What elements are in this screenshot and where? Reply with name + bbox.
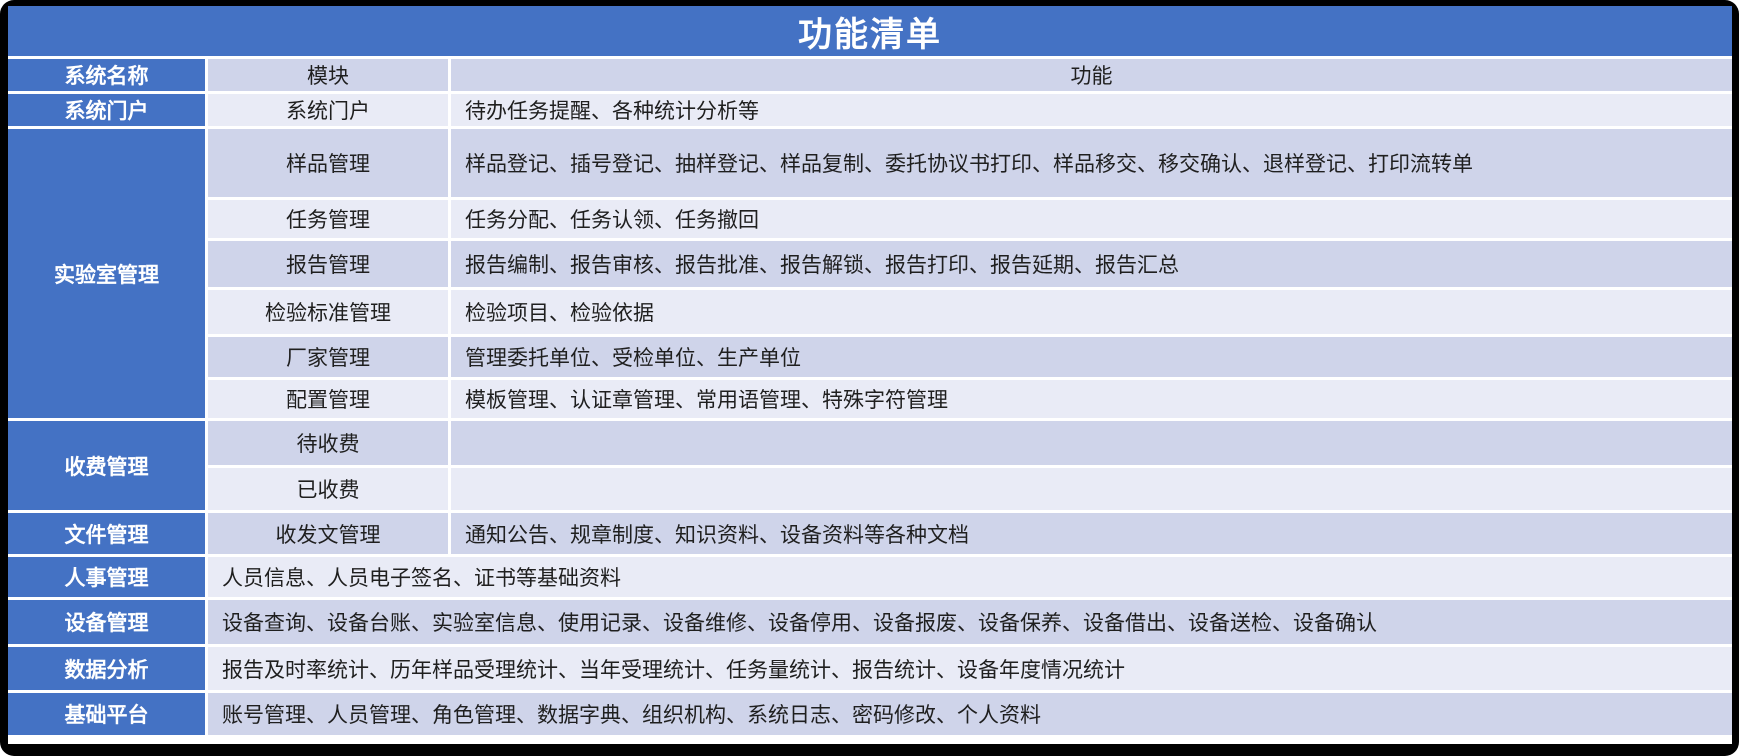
module-cell: 任务管理 <box>208 200 448 238</box>
function-cell: 任务分配、任务认领、任务撤回 <box>451 200 1732 238</box>
function-cell: 通知公告、规章制度、知识资料、设备资料等各种文档 <box>451 513 1732 554</box>
page-title: 功能清单 <box>8 6 1732 56</box>
col-header-function: 功能 <box>451 59 1732 91</box>
function-cell <box>451 421 1732 465</box>
function-cell: 模板管理、认证章管理、常用语管理、特殊字符管理 <box>451 380 1732 418</box>
function-cell: 设备查询、设备台账、实验室信息、使用记录、设备维修、设备停用、设备报废、设备保养… <box>208 600 1732 644</box>
module-cell: 报告管理 <box>208 241 448 287</box>
system-cell-platform: 基础平台 <box>8 693 205 735</box>
function-cell: 管理委托单位、受检单位、生产单位 <box>451 337 1732 377</box>
module-cell: 系统门户 <box>208 94 448 126</box>
function-cell: 报告及时率统计、历年样品受理统计、当年受理统计、任务量统计、报告统计、设备年度情… <box>208 647 1732 690</box>
system-cell-hr: 人事管理 <box>8 557 205 597</box>
system-cell-analytics: 数据分析 <box>8 647 205 690</box>
module-cell: 配置管理 <box>208 380 448 418</box>
system-cell-portal: 系统门户 <box>8 94 205 126</box>
function-list-table: 功能清单 系统名称 模块 功能 系统门户 系统门户 待办任务提醒、各种统计分析等… <box>8 6 1732 744</box>
module-cell: 检验标准管理 <box>208 290 448 334</box>
system-cell-fees: 收费管理 <box>8 421 205 510</box>
module-cell: 样品管理 <box>208 129 448 197</box>
function-cell <box>451 468 1732 510</box>
module-cell: 待收费 <box>208 421 448 465</box>
module-cell: 厂家管理 <box>208 337 448 377</box>
col-header-module: 模块 <box>208 59 448 91</box>
system-cell-laboratory: 实验室管理 <box>8 129 205 418</box>
module-cell: 已收费 <box>208 468 448 510</box>
table-grid: 功能清单 系统名称 模块 功能 系统门户 系统门户 待办任务提醒、各种统计分析等… <box>8 6 1732 744</box>
system-cell-equipment: 设备管理 <box>8 600 205 644</box>
function-cell: 账号管理、人员管理、角色管理、数据字典、组织机构、系统日志、密码修改、个人资料 <box>208 693 1732 735</box>
function-cell: 待办任务提醒、各种统计分析等 <box>451 94 1732 126</box>
function-cell: 样品登记、插号登记、抽样登记、样品复制、委托协议书打印、样品移交、移交确认、退样… <box>451 129 1732 197</box>
function-cell: 报告编制、报告审核、报告批准、报告解锁、报告打印、报告延期、报告汇总 <box>451 241 1732 287</box>
function-cell: 人员信息、人员电子签名、证书等基础资料 <box>208 557 1732 597</box>
function-cell: 检验项目、检验依据 <box>451 290 1732 334</box>
col-header-system-name: 系统名称 <box>8 59 205 91</box>
system-cell-documents: 文件管理 <box>8 513 205 554</box>
module-cell: 收发文管理 <box>208 513 448 554</box>
